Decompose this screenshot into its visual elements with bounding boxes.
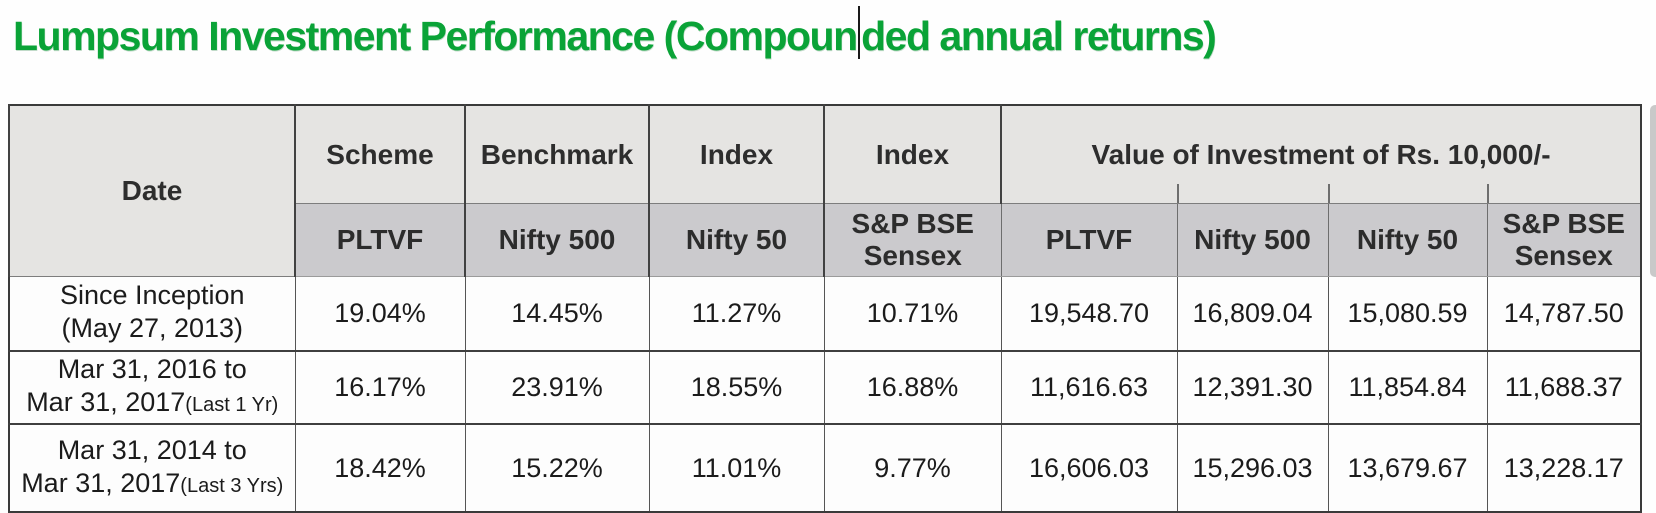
cell-scheme-return: 16.17% xyxy=(294,350,465,424)
scan-edge-artifact xyxy=(1650,105,1656,277)
date-line-1: Mar 31, 2016 to xyxy=(57,354,247,384)
header-value-group: Value of Investment of Rs. 10,000/- xyxy=(999,105,1642,204)
subheader-value-sensex: S&P BSE Sensex xyxy=(1486,203,1642,277)
column-tick xyxy=(1328,184,1330,203)
cell-sensex-return: 10.71% xyxy=(823,276,1001,351)
cell-value-sensex: 14,787.50 xyxy=(1486,276,1642,351)
cell-value-pltvf: 16,606.03 xyxy=(1000,423,1177,512)
cell-value-nifty50: 11,854.84 xyxy=(1327,350,1487,424)
header-row-2: PLTVF Nifty 500 Nifty 50 S&P BSE Sensex … xyxy=(9,203,1642,277)
subheader-sensex: S&P BSE Sensex xyxy=(823,203,1001,277)
date-line-2: Mar 31, 2017 xyxy=(26,387,186,417)
subheader-value-nifty50: Nifty 50 xyxy=(1327,203,1487,277)
title-text-before-caret: Lumpsum Investment Performance (Compoun xyxy=(13,13,858,59)
date-line-1: Mar 31, 2014 to xyxy=(57,434,247,465)
subheader-nifty50: Nifty 50 xyxy=(648,203,824,277)
cell-benchmark-return: 23.91% xyxy=(464,350,649,424)
date-line-1: Since Inception xyxy=(59,280,245,310)
date-line-2: Mar 31, 2017 xyxy=(21,467,181,498)
date-line-2: (May 27, 2013) xyxy=(61,313,244,343)
cell-benchmark-return: 14.45% xyxy=(464,276,649,351)
cell-sensex-return: 16.88% xyxy=(823,350,1001,424)
cell-value-nifty500: 15,296.03 xyxy=(1176,423,1328,512)
subheader-value-pltvf: PLTVF xyxy=(1000,203,1177,277)
table-row: Since Inception (May 27, 2013) 19.04% 14… xyxy=(8,276,1642,351)
cell-nifty50-return: 11.27% xyxy=(648,276,824,351)
page-title[interactable]: Lumpsum Investment Performance (Compoun d… xyxy=(13,6,1217,65)
header-date: Date xyxy=(8,105,296,277)
cell-sensex-return: 9.77% xyxy=(823,423,1001,512)
subheader-value-nifty500: Nifty 500 xyxy=(1176,203,1328,277)
header-index-2: Index xyxy=(823,105,1001,204)
row-date-label: Since Inception (May 27, 2013) xyxy=(8,276,295,351)
cell-benchmark-return: 15.22% xyxy=(464,423,649,512)
date-suffix: (Last 1 Yr) xyxy=(185,394,279,416)
cell-scheme-return: 18.42% xyxy=(294,423,465,512)
table-row: Mar 31, 2016 to Mar 31, 2017(Last 1 Yr) … xyxy=(8,350,1642,424)
header-index-1: Index xyxy=(648,105,824,204)
cell-value-sensex: 11,688.37 xyxy=(1486,350,1642,424)
row-date-label: Mar 31, 2016 to Mar 31, 2017(Last 1 Yr) xyxy=(8,350,295,424)
date-suffix: (Last 3 Yrs) xyxy=(180,474,284,497)
table-row: Mar 31, 2014 to Mar 31, 2017(Last 3 Yrs)… xyxy=(8,423,1642,512)
header-benchmark: Benchmark xyxy=(464,105,649,204)
row-date-label: Mar 31, 2014 to Mar 31, 2017(Last 3 Yrs) xyxy=(8,423,295,512)
column-tick xyxy=(1487,184,1489,203)
cell-value-sensex: 13,228.17 xyxy=(1486,423,1642,512)
cell-nifty50-return: 11.01% xyxy=(648,423,824,512)
cell-value-nifty50: 13,679.67 xyxy=(1327,423,1487,512)
cell-value-nifty50: 15,080.59 xyxy=(1327,276,1487,351)
header-scheme: Scheme xyxy=(294,105,465,204)
performance-table: Date Scheme Benchmark Index Index Value … xyxy=(8,104,1643,513)
cell-value-nifty500: 16,809.04 xyxy=(1176,276,1328,351)
header-value-group-label: Value of Investment of Rs. 10,000/- xyxy=(1091,138,1551,170)
column-tick xyxy=(1177,184,1179,203)
cell-nifty50-return: 18.55% xyxy=(648,350,824,424)
title-text-after-caret: ded annual returns) xyxy=(861,13,1217,59)
subheader-nifty500: Nifty 500 xyxy=(464,203,649,277)
subheader-pltvf: PLTVF xyxy=(294,203,465,277)
cell-scheme-return: 19.04% xyxy=(294,276,465,351)
header-row-1: Date Scheme Benchmark Index Index Value … xyxy=(8,105,1642,277)
cell-value-pltvf: 19,548.70 xyxy=(1000,276,1177,351)
text-cursor xyxy=(857,6,861,59)
cell-value-pltvf: 11,616.63 xyxy=(1000,350,1177,424)
cell-value-nifty500: 12,391.30 xyxy=(1176,350,1328,424)
